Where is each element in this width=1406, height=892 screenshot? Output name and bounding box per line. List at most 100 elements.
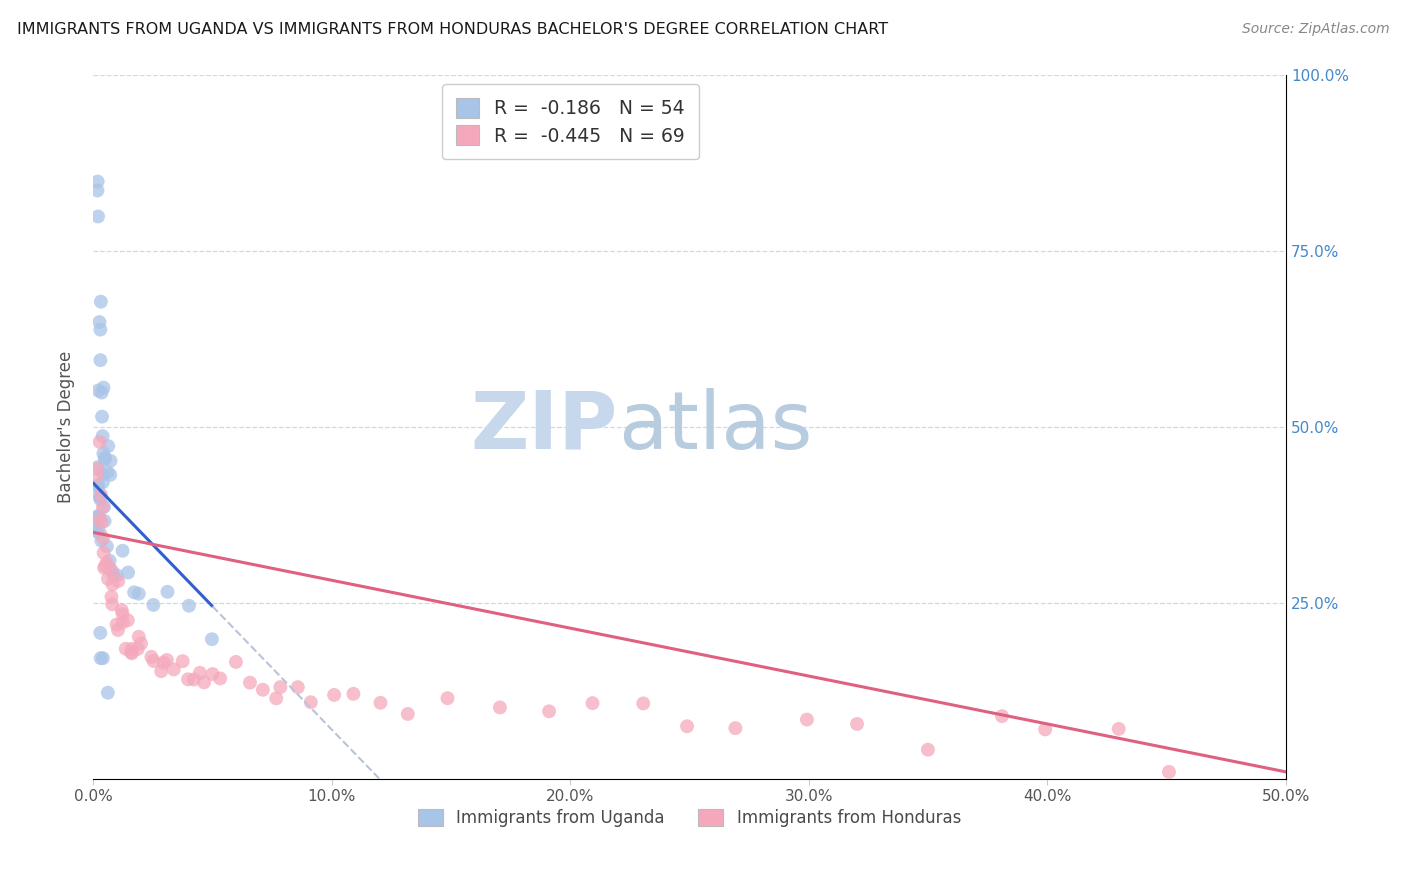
Point (89, 322, 111, 336)
Point (193, 675, 215, 690)
Point (183, 673, 205, 687)
Point (100, 454, 122, 468)
Point (201, 632, 224, 647)
Point (89, 434, 111, 449)
Point (152, 656, 174, 670)
Point (114, 641, 136, 656)
Point (94, 451, 117, 466)
Point (1108, 722, 1130, 736)
Point (87, 384, 110, 398)
Point (209, 672, 232, 686)
Point (111, 615, 134, 630)
Point (150, 664, 173, 678)
Point (91, 500, 114, 515)
Point (120, 645, 142, 659)
Point (94, 559, 117, 574)
Point (93, 381, 115, 395)
Point (87, 509, 110, 524)
Point (86, 460, 108, 475)
Point (97, 439, 120, 453)
Point (141, 649, 163, 664)
Point (676, 719, 699, 733)
Point (93, 546, 115, 560)
Text: IMMIGRANTS FROM UGANDA VS IMMIGRANTS FROM HONDURAS BACHELOR'S DEGREE CORRELATION: IMMIGRANTS FROM UGANDA VS IMMIGRANTS FRO… (17, 22, 889, 37)
Point (111, 607, 134, 621)
Point (86, 469, 108, 483)
Point (96, 540, 118, 554)
Point (581, 696, 603, 710)
Point (90, 488, 112, 502)
Point (91, 409, 114, 424)
Point (633, 697, 655, 711)
Point (93, 500, 115, 514)
Point (107, 574, 129, 588)
Point (91, 429, 114, 443)
Point (87, 210, 110, 224)
Point (105, 617, 128, 632)
Point (89, 492, 111, 507)
Point (163, 662, 186, 676)
Point (93, 467, 115, 482)
Point (100, 563, 122, 577)
Point (84, 521, 107, 535)
Point (121, 641, 143, 656)
Point (1157, 764, 1180, 779)
Point (128, 630, 150, 644)
Point (111, 543, 134, 558)
Point (201, 667, 224, 681)
Point (91, 651, 114, 665)
Point (89, 512, 111, 526)
Point (177, 673, 200, 687)
Point (129, 636, 152, 650)
Point (489, 700, 512, 714)
Point (101, 577, 124, 591)
Point (846, 717, 869, 731)
Point (342, 687, 364, 701)
Point (128, 587, 150, 601)
Point (96, 556, 118, 570)
Point (105, 568, 128, 582)
Point (97, 465, 120, 479)
Point (86, 524, 108, 539)
Point (89, 353, 111, 368)
Point (97, 686, 120, 700)
Point (538, 704, 561, 718)
Point (90, 533, 112, 548)
Point (239, 675, 262, 690)
Point (917, 742, 939, 756)
Point (117, 566, 139, 580)
Point (269, 680, 291, 694)
Point (97, 572, 120, 586)
Point (156, 584, 179, 599)
Point (98, 554, 121, 568)
Point (87, 511, 110, 525)
Point (86, 462, 108, 476)
Point (107, 623, 129, 637)
Point (89, 488, 111, 502)
Point (86, 480, 108, 494)
Legend: Immigrants from Uganda, Immigrants from Honduras: Immigrants from Uganda, Immigrants from … (412, 803, 967, 834)
Point (90, 294, 112, 309)
Point (98, 561, 121, 575)
Point (100, 590, 122, 604)
Point (796, 713, 818, 727)
Point (177, 599, 200, 613)
Point (121, 646, 143, 660)
Text: Source: ZipAtlas.com: Source: ZipAtlas.com (1241, 22, 1389, 37)
Point (156, 653, 179, 667)
Point (225, 655, 247, 669)
Point (1033, 723, 1056, 737)
Point (98, 467, 121, 482)
Point (436, 691, 458, 706)
Point (172, 654, 194, 668)
Point (87, 478, 110, 492)
Point (724, 721, 747, 735)
Text: ZIP: ZIP (471, 388, 619, 466)
Point (93, 446, 115, 460)
Point (127, 642, 149, 657)
Point (86, 184, 108, 198)
Point (370, 696, 392, 710)
Point (89, 525, 111, 540)
Point (89, 490, 111, 504)
Point (89, 315, 111, 329)
